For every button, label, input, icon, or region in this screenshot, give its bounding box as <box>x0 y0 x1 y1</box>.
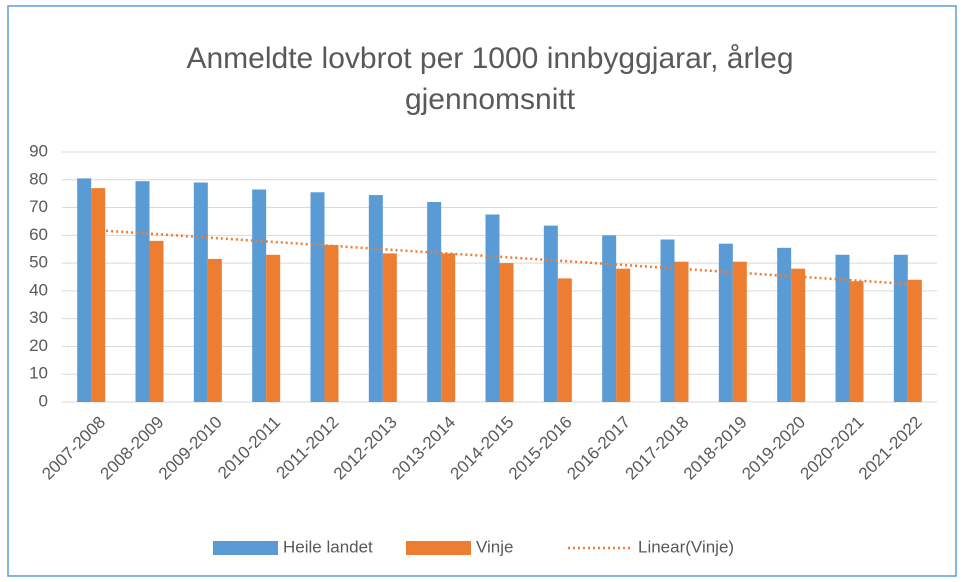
y-tick-label: 60 <box>29 225 48 244</box>
bar <box>616 268 631 402</box>
bar <box>674 261 689 402</box>
legend-label: Heile landet <box>283 537 373 556</box>
y-tick-label: 80 <box>29 169 48 188</box>
bar <box>135 181 150 402</box>
bar <box>252 189 267 402</box>
bar <box>602 235 617 402</box>
y-tick-label: 10 <box>29 364 48 383</box>
bar <box>207 258 222 402</box>
bar <box>427 202 442 402</box>
bar <box>777 247 792 402</box>
bar <box>324 245 339 402</box>
bar <box>791 268 806 402</box>
legend-label: Linear(Vinje) <box>638 537 734 556</box>
bar <box>310 192 325 402</box>
y-tick-label: 70 <box>29 197 48 216</box>
bar <box>499 263 514 402</box>
bar <box>91 188 106 402</box>
y-tick-label: 50 <box>29 253 48 272</box>
bar <box>660 239 675 402</box>
bar <box>557 278 572 402</box>
bar <box>849 281 864 402</box>
bar <box>382 253 397 402</box>
y-tick-label: 90 <box>29 141 48 160</box>
legend-label: Vinje <box>476 537 514 556</box>
bar <box>368 195 383 402</box>
bar <box>441 253 456 402</box>
legend-swatch <box>213 541 278 555</box>
bar <box>485 214 500 402</box>
y-tick-label: 30 <box>29 308 48 327</box>
bar <box>77 178 92 402</box>
trendline <box>91 228 908 286</box>
bar <box>718 243 733 402</box>
bar <box>149 240 164 402</box>
bar <box>193 182 208 402</box>
bar <box>732 261 747 402</box>
chart-title: gjennomsnitt <box>405 83 576 116</box>
bar <box>266 254 281 402</box>
bar <box>893 254 908 402</box>
bar <box>907 279 922 402</box>
chart-title: Anmeldte lovbrot per 1000 innbyggjarar, … <box>186 42 793 75</box>
legend-swatch <box>406 541 471 555</box>
y-tick-label: 40 <box>29 280 48 299</box>
bar <box>835 254 850 402</box>
bar <box>543 225 558 402</box>
y-tick-label: 0 <box>39 391 48 410</box>
y-tick-label: 20 <box>29 336 48 355</box>
